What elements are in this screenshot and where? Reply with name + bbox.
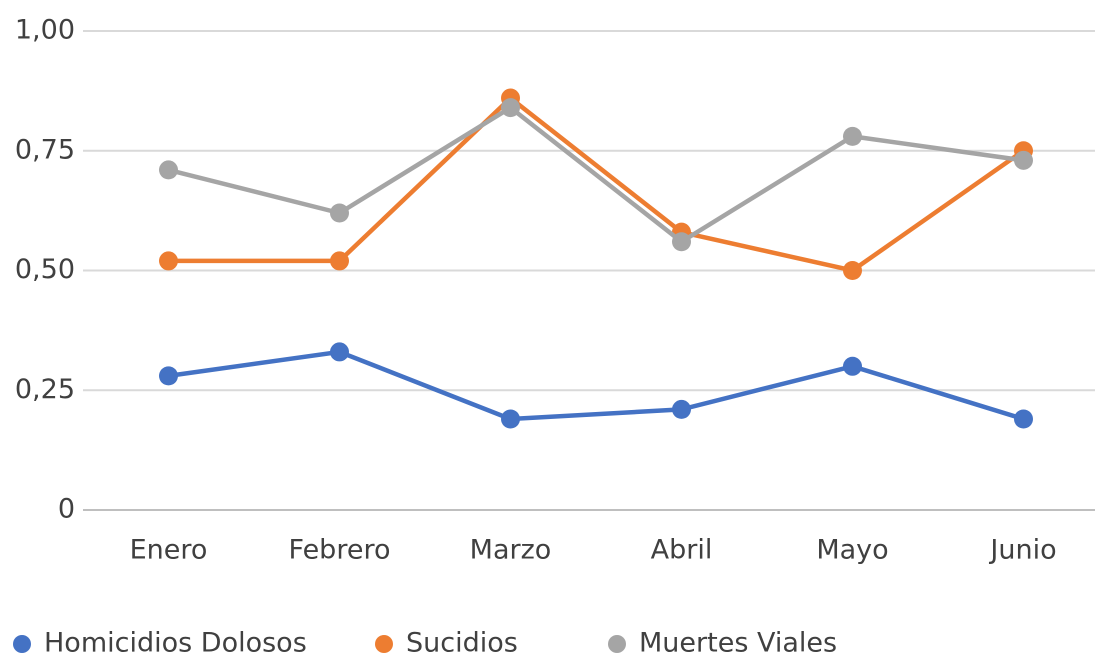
data-point [843,126,862,146]
data-point [159,160,178,180]
legend-marker [13,635,31,653]
data-point [672,232,691,252]
data-point [330,342,349,362]
data-point [330,203,349,223]
legend-label: Sucidios [406,628,518,657]
data-point [501,409,520,429]
legend-label: Muertes Viales [639,628,837,657]
x-tick-label: Enero [130,535,208,566]
x-tick-label: Mayo [816,535,888,566]
series-line [168,95,1025,273]
series-line [167,104,1024,245]
data-point [159,366,178,386]
data-point [159,251,178,271]
data-point [1014,409,1033,429]
x-tick-label: Marzo [470,535,552,566]
legend-marker [375,635,393,653]
x-tick-label: Febrero [289,535,391,566]
x-tick-label: Junio [988,535,1056,566]
data-point [501,98,520,118]
legend-label: Homicidios Dolosos [44,628,307,657]
y-tick-label: 1,00 [15,15,75,46]
data-point [843,261,862,280]
y-tick-label: 0 [58,494,75,525]
data-point [330,251,349,271]
y-tick-label: 0,25 [15,374,75,405]
y-tick-label: 0,75 [15,134,75,165]
data-point [672,399,691,419]
x-tick-label: Abril [651,535,713,566]
data-point [843,356,862,376]
data-point [1014,150,1033,170]
series-line [168,349,1025,422]
y-tick-label: 0,50 [15,254,75,285]
legend-marker [608,635,626,653]
